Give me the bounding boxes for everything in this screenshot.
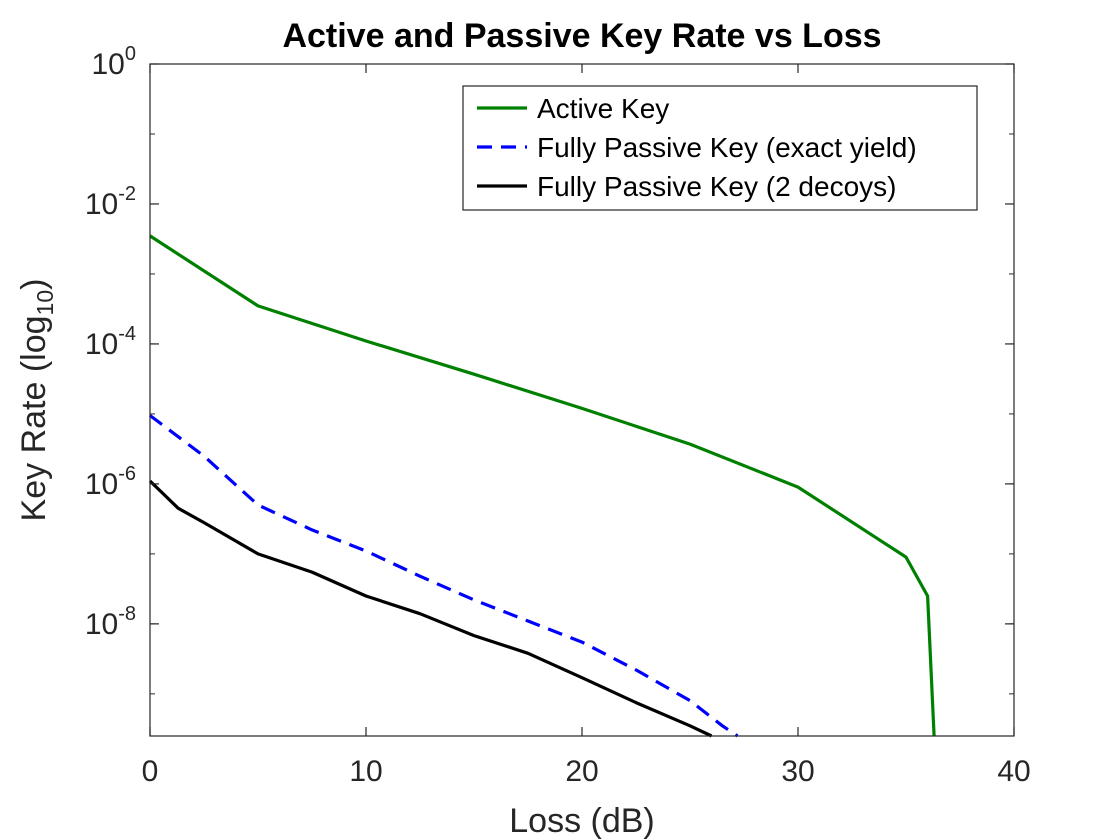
- y-tick-label-1: 10-6: [85, 463, 136, 501]
- x-tick-label-0: 0: [142, 755, 159, 788]
- x-tick-label-2: 20: [565, 755, 598, 788]
- y-tick-label-2: 10-4: [85, 323, 136, 361]
- y-tick-label-3: 10-2: [85, 183, 136, 221]
- y-tick-label-base-2: 10: [85, 328, 118, 361]
- legend-label-2: Fully Passive Key (2 decoys): [537, 171, 896, 202]
- chart-title: Active and Passive Key Rate vs Loss: [282, 17, 881, 55]
- y-axis-label-main: Key Rate (log: [15, 315, 53, 521]
- y-tick-label-exponent-2: -4: [118, 323, 136, 345]
- y-axis-label-end: ): [15, 279, 53, 290]
- legend-label-0: Active Key: [537, 93, 669, 124]
- legend: Active Key Fully Passive Key (exact yield…: [462, 85, 978, 211]
- x-tick-label-4: 40: [997, 755, 1030, 788]
- x-axis-label: Loss (dB): [509, 802, 655, 840]
- series-line-2: [148, 479, 713, 738]
- y-tick-label-exponent-0: -8: [118, 603, 136, 625]
- y-tick-label-exponent-4: 0: [125, 43, 136, 65]
- y-axis-label: Key Rate (log10): [15, 279, 58, 522]
- y-tick-label-exponent-1: -6: [118, 463, 136, 485]
- x-tick-label-1: 10: [349, 755, 382, 788]
- y-tick-label-4: 100: [92, 43, 137, 81]
- y-tick-label-base-0: 10: [85, 608, 118, 641]
- legend-box: [462, 85, 978, 211]
- x-tick-label-3: 30: [781, 755, 814, 788]
- series-line-0: [149, 234, 936, 737]
- y-tick-label-base-3: 10: [85, 188, 118, 221]
- y-tick-label-base-1: 10: [85, 468, 118, 501]
- legend-label-1: Fully Passive Key (exact yield): [537, 132, 917, 163]
- series-layer: [148, 234, 936, 738]
- y-tick-label-exponent-3: -2: [118, 183, 136, 205]
- y-tick-label-base-4: 10: [92, 48, 125, 81]
- y-tick-label-0: 10-8: [85, 603, 136, 641]
- y-axis-label-subscript: 10: [32, 290, 58, 316]
